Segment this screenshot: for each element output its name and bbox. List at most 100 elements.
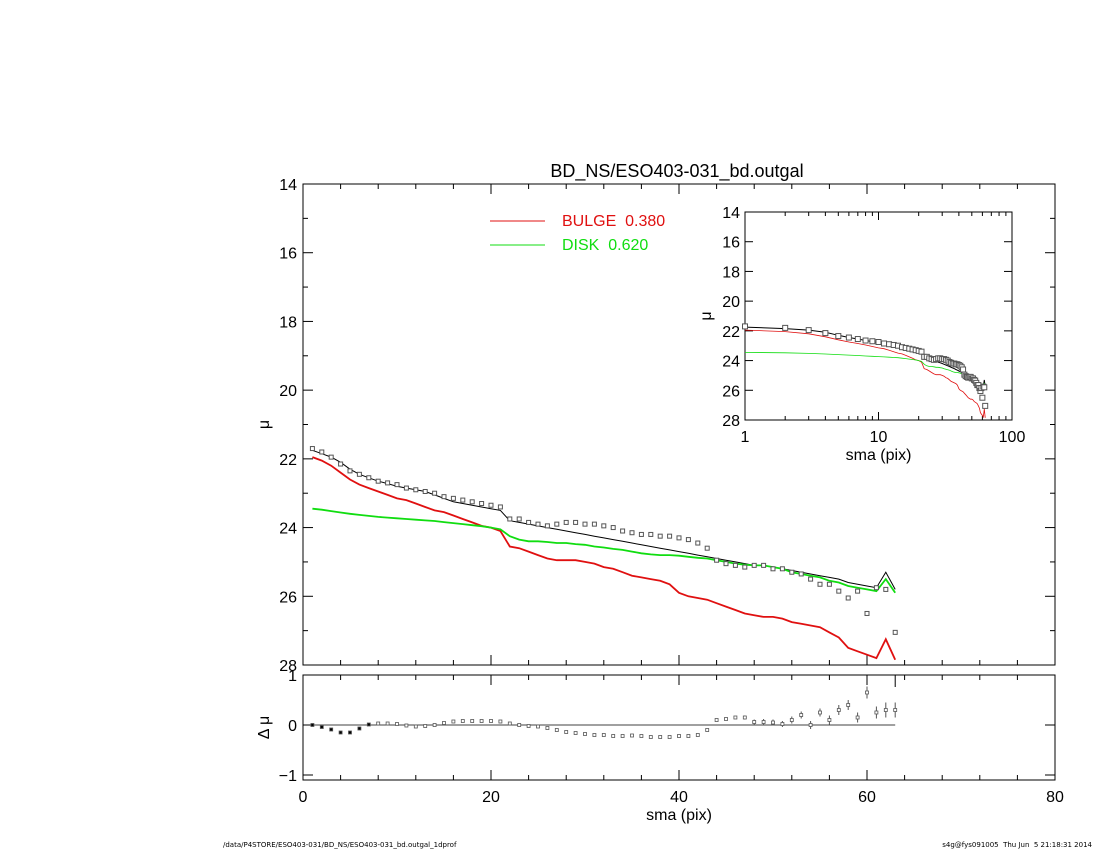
- data-point: [450, 495, 456, 501]
- residual-point: [564, 730, 569, 734]
- residual-ytick-label: 1: [288, 668, 297, 685]
- residual-point: [554, 728, 559, 732]
- residual-point: [536, 724, 540, 729]
- residual-point: [489, 719, 493, 723]
- data-point: [855, 588, 861, 594]
- inset-data-point: [869, 338, 876, 345]
- data-point: [441, 494, 447, 500]
- data-point: [422, 488, 428, 494]
- main-ytick-label: 16: [279, 246, 297, 263]
- inset-y-axis-label: μ: [698, 311, 715, 320]
- residual-point: [545, 726, 550, 730]
- data-point: [573, 519, 579, 525]
- inset-xtick-label: 10: [870, 429, 888, 446]
- residual-point: [695, 733, 700, 737]
- residual-point: [460, 719, 465, 723]
- residual-point: [893, 708, 898, 712]
- x-axis-label: sma (pix): [646, 807, 712, 824]
- disk-line: [312, 507, 896, 594]
- legend-disk-label: DISK 0.620: [562, 237, 648, 254]
- main-ytick-label: 26: [279, 589, 297, 606]
- residual-point: [865, 690, 869, 695]
- residual-ytick-label: 0: [288, 718, 297, 735]
- residual-point: [310, 723, 315, 727]
- x-tick-label: 20: [482, 789, 500, 806]
- residual-point: [677, 734, 681, 738]
- inset-data-point: [742, 323, 748, 330]
- inset-ytick-label: 20: [722, 294, 740, 311]
- data-point: [413, 487, 419, 493]
- residual-point: [338, 730, 343, 735]
- main-ytick-label: 20: [279, 383, 297, 400]
- data-point: [432, 490, 438, 496]
- residual-point: [329, 727, 334, 732]
- data-point: [497, 504, 503, 510]
- main-ytick-label: 24: [279, 521, 297, 538]
- inset-data-point: [875, 339, 882, 345]
- residual-ytick-label: −1: [279, 768, 297, 785]
- data-point: [676, 535, 682, 541]
- model-line: [312, 449, 896, 590]
- residual-point: [442, 721, 446, 725]
- data-point: [761, 562, 767, 568]
- data-point: [836, 588, 842, 594]
- residual-point: [742, 715, 747, 720]
- data-point: [864, 610, 870, 616]
- data-point: [319, 449, 325, 455]
- inset-data-point: [822, 330, 829, 337]
- residual-point: [432, 723, 437, 727]
- inset-bulge-line: [744, 329, 986, 419]
- residual-point: [319, 725, 324, 729]
- residual-point: [583, 732, 587, 736]
- chart-title: BD_NS/ESO403-031_bd.outgal: [550, 161, 803, 182]
- data-point: [648, 531, 654, 537]
- data-point: [789, 569, 795, 575]
- x-tick-label: 0: [299, 789, 308, 806]
- data-point: [629, 530, 635, 536]
- residual-point: [808, 723, 813, 727]
- data-point: [309, 446, 315, 452]
- inset-data-point: [981, 384, 988, 391]
- data-point: [620, 528, 626, 534]
- residual-point: [507, 721, 512, 726]
- inset-data-point: [862, 337, 869, 344]
- residual-point: [498, 719, 503, 724]
- data-point: [845, 595, 851, 601]
- data-point: [591, 521, 597, 527]
- data-point: [817, 581, 823, 587]
- data-point: [638, 531, 644, 537]
- residual-point: [827, 718, 832, 722]
- main-ytick-label: 22: [279, 452, 297, 469]
- data-point: [892, 629, 898, 635]
- residual-point: [771, 720, 775, 725]
- inset-ytick-label: 26: [722, 383, 740, 400]
- residual-point: [366, 722, 371, 727]
- data-point: [751, 562, 757, 568]
- data-point: [469, 499, 475, 505]
- data-point: [554, 521, 560, 527]
- data-point: [582, 521, 588, 527]
- residual-point: [658, 735, 663, 739]
- inset-xtick-label: 100: [999, 429, 1026, 446]
- footer-timestamp: s4g@fys091005 Thu Jun 5 21:18:31 2014: [942, 841, 1092, 849]
- residual-point: [385, 721, 390, 726]
- inset-data-point: [835, 333, 842, 340]
- inset-data-point: [960, 366, 967, 373]
- residual-point: [724, 717, 728, 721]
- data-point: [328, 454, 334, 460]
- residual-point: [611, 734, 616, 738]
- x-tick-label: 40: [670, 789, 688, 806]
- data-point: [403, 485, 409, 491]
- main-plot: 14 16 18 20 22 24 26 28 μ: [256, 177, 1056, 675]
- residual-point: [470, 719, 475, 723]
- data-point: [873, 585, 879, 591]
- residual-point: [517, 723, 522, 727]
- inset-ytick-label: 24: [722, 354, 740, 371]
- data-point: [732, 562, 738, 568]
- main-ytick-label: 18: [279, 314, 297, 331]
- inset-ytick-label: 14: [722, 205, 740, 222]
- residual-point: [846, 703, 851, 707]
- data-point: [385, 480, 391, 486]
